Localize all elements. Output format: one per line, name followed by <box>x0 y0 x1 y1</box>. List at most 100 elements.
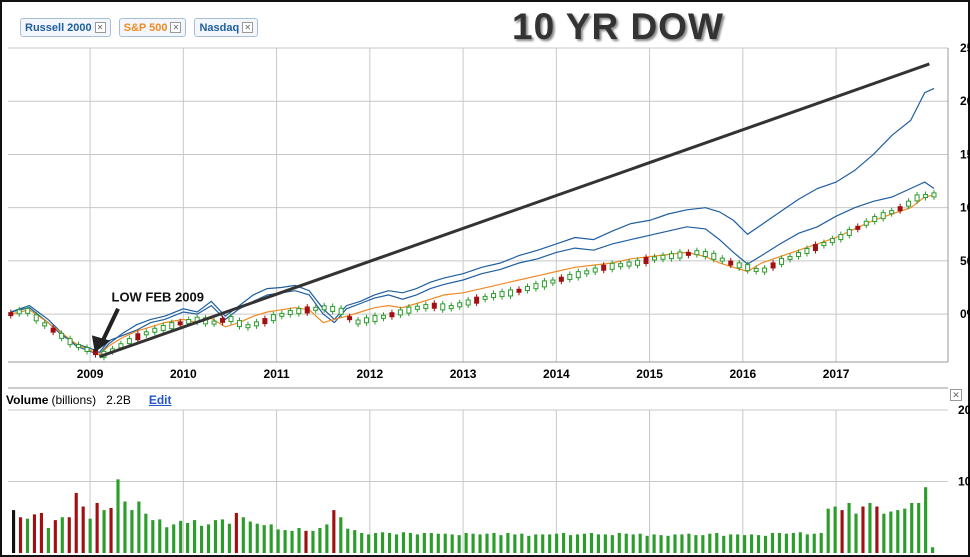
volume-bar <box>67 517 71 553</box>
x-tick-label: 2016 <box>729 367 756 381</box>
volume-bar <box>367 534 371 553</box>
volume-bar <box>694 535 698 553</box>
candle-body <box>389 312 395 318</box>
candle-body <box>787 255 793 260</box>
candle-body <box>186 318 192 324</box>
series-line-russell-2000 <box>10 87 935 356</box>
candle-body <box>855 225 861 230</box>
volume-bar <box>798 532 802 553</box>
volume-bar <box>283 530 287 553</box>
legend: Russell 2000 ✕ S&P 500 ✕ Nasdaq ✕ <box>20 18 259 37</box>
candle-body <box>626 261 632 267</box>
volume-bar <box>868 502 872 553</box>
candle-body <box>50 327 56 333</box>
candle-body <box>67 338 73 346</box>
series-line-nasdaq <box>10 181 935 354</box>
legend-sp500[interactable]: S&P 500 ✕ <box>118 18 187 37</box>
candle-body <box>491 293 497 299</box>
candle-body <box>770 262 776 269</box>
volume-bar <box>130 510 134 553</box>
candle-body <box>914 194 920 202</box>
candle-body <box>558 276 564 282</box>
volume-bar <box>297 527 301 553</box>
volume-bar <box>234 512 238 553</box>
candle-body <box>829 238 835 244</box>
volume-bar <box>687 533 691 553</box>
volume-close-icon[interactable]: ✕ <box>950 389 962 401</box>
volume-header: Volume (billions) 2.2B Edit <box>6 393 172 407</box>
candle-body <box>42 322 48 327</box>
volume-bar <box>555 533 559 553</box>
candle-body <box>220 317 226 323</box>
volume-bar <box>603 534 607 553</box>
volume-bar <box>213 520 218 553</box>
legend-russell-2000[interactable]: Russell 2000 ✕ <box>20 18 111 37</box>
volume-bar <box>18 517 23 553</box>
volume-bar <box>387 532 392 553</box>
volume-bar <box>429 532 433 553</box>
legend-nasdaq[interactable]: Nasdaq ✕ <box>194 18 259 37</box>
candle-body <box>762 267 768 273</box>
candle-body <box>736 262 742 269</box>
volume-bar <box>652 534 656 553</box>
candle-body <box>804 247 810 254</box>
volume-bar <box>241 517 245 553</box>
volume-bar <box>610 535 614 553</box>
volume-bar <box>381 532 385 553</box>
y-tick-label: 100% <box>960 201 970 215</box>
volume-bar <box>269 524 273 553</box>
candle-body <box>872 216 878 223</box>
volume-bar <box>847 502 851 553</box>
x-tick-label: 2011 <box>264 367 290 381</box>
candle-body <box>702 251 708 258</box>
candle-body <box>753 267 759 272</box>
candle-body <box>330 305 336 312</box>
volume-bar <box>193 520 197 553</box>
annotation-text: LOW FEB 2009 <box>112 289 204 304</box>
candle-body <box>313 306 319 311</box>
volume-bar <box>457 535 461 553</box>
volume-bar <box>784 533 788 553</box>
volume-bar <box>722 535 726 553</box>
candle-body <box>931 192 937 198</box>
volume-bar <box>255 523 259 553</box>
volume-bar <box>596 534 600 553</box>
volume-bar <box>199 525 204 553</box>
volume-label: Volume <box>6 393 49 407</box>
volume-bar <box>729 534 733 553</box>
volume-bar <box>924 487 928 553</box>
y-tick-label: 0% <box>960 307 970 321</box>
volume-bar <box>589 532 594 553</box>
volume-bar <box>325 524 329 553</box>
x-tick-label: 2015 <box>636 367 663 381</box>
x-tick-label: 2012 <box>356 367 383 381</box>
remove-sp500-icon[interactable]: ✕ <box>170 22 182 33</box>
volume-bar <box>102 510 106 553</box>
candle-body <box>8 312 14 317</box>
volume-bar <box>680 534 684 553</box>
candle-body <box>508 289 514 297</box>
candle-body <box>567 273 573 280</box>
candle-body <box>457 302 463 308</box>
volume-bar <box>74 492 78 553</box>
volume-bar <box>756 535 761 553</box>
candle-body <box>236 320 242 328</box>
trend-line <box>98 62 930 359</box>
volume-bar <box>819 532 823 553</box>
remove-russell-icon[interactable]: ✕ <box>94 22 106 33</box>
x-tick-label: 2013 <box>450 367 477 381</box>
candle-body <box>482 295 488 300</box>
legend-label-russell: Russell 2000 <box>25 21 92 34</box>
candle-body <box>685 251 691 256</box>
volume-bar <box>346 528 350 553</box>
volume-bar <box>53 520 57 553</box>
volume-bar <box>290 530 294 553</box>
remove-nasdaq-icon[interactable]: ✕ <box>242 22 254 33</box>
candle-body <box>355 319 361 325</box>
chart-title: 10 YR DOW <box>512 6 724 47</box>
candle-body <box>16 309 22 315</box>
legend-label-sp500: S&P 500 <box>123 21 168 34</box>
volume-edit-link[interactable]: Edit <box>148 393 172 407</box>
volume-bar <box>227 523 231 553</box>
